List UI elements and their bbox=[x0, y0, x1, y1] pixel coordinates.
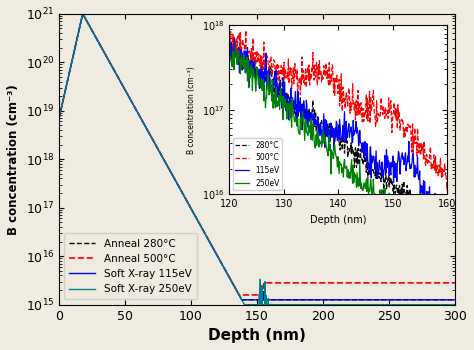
Soft X-ray 115eV bbox=[125, 93, 131, 97]
X-axis label: Depth (nm): Depth (nm) bbox=[208, 328, 306, 343]
Soft X-ray 250eV bbox=[125, 93, 131, 97]
Soft X-ray 250eV bbox=[101, 50, 107, 55]
Soft X-ray 250eV bbox=[56, 116, 62, 120]
Anneal 500°C bbox=[80, 12, 86, 16]
Soft X-ray 115eV bbox=[101, 50, 107, 55]
Soft X-ray 250eV bbox=[80, 12, 86, 16]
Anneal 500°C bbox=[101, 50, 107, 55]
Anneal 280°C bbox=[225, 273, 231, 278]
Y-axis label: B concentration (cm⁻³): B concentration (cm⁻³) bbox=[7, 84, 20, 234]
Soft X-ray 250eV bbox=[242, 302, 247, 307]
Soft X-ray 250eV bbox=[452, 302, 458, 307]
Soft X-ray 115eV bbox=[80, 12, 86, 16]
Anneal 500°C bbox=[237, 293, 242, 297]
Soft X-ray 250eV bbox=[445, 302, 450, 307]
Anneal 280°C bbox=[56, 116, 62, 120]
Anneal 500°C bbox=[125, 93, 131, 97]
Soft X-ray 250eV bbox=[208, 243, 214, 247]
Soft X-ray 250eV bbox=[402, 302, 408, 307]
Soft X-ray 115eV bbox=[225, 273, 231, 278]
Soft X-ray 115eV bbox=[445, 298, 450, 302]
Line: Soft X-ray 115eV: Soft X-ray 115eV bbox=[59, 14, 455, 300]
Anneal 500°C bbox=[445, 281, 450, 285]
Anneal 280°C bbox=[239, 298, 245, 302]
Soft X-ray 115eV bbox=[208, 243, 214, 247]
Anneal 500°C bbox=[452, 281, 458, 285]
Anneal 500°C bbox=[208, 243, 214, 247]
Anneal 280°C bbox=[125, 93, 131, 97]
Line: Anneal 500°C: Anneal 500°C bbox=[59, 14, 455, 295]
Line: Anneal 280°C: Anneal 280°C bbox=[59, 14, 455, 300]
Anneal 280°C bbox=[402, 298, 408, 302]
Soft X-ray 115eV bbox=[239, 298, 245, 302]
Anneal 280°C bbox=[101, 50, 107, 55]
Anneal 280°C bbox=[208, 243, 214, 247]
Soft X-ray 115eV bbox=[56, 116, 62, 120]
Soft X-ray 115eV bbox=[402, 298, 408, 302]
Anneal 500°C bbox=[56, 116, 62, 120]
Anneal 280°C bbox=[80, 12, 86, 16]
Anneal 280°C bbox=[452, 298, 458, 302]
Anneal 500°C bbox=[225, 273, 231, 278]
Soft X-ray 115eV bbox=[452, 298, 458, 302]
Anneal 500°C bbox=[402, 281, 408, 285]
Soft X-ray 250eV bbox=[225, 273, 231, 278]
Line: Soft X-ray 250eV: Soft X-ray 250eV bbox=[59, 14, 455, 304]
Legend: Anneal 280°C, Anneal 500°C, Soft X-ray 115eV, Soft X-ray 250eV: Anneal 280°C, Anneal 500°C, Soft X-ray 1… bbox=[64, 233, 197, 300]
Anneal 280°C bbox=[445, 298, 450, 302]
